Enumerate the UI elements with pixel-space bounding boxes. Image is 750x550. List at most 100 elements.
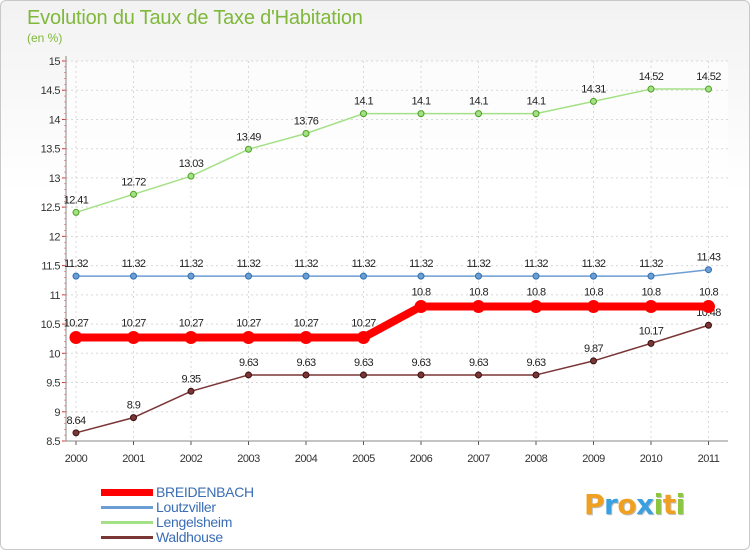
data-point (472, 300, 485, 314)
data-label: 14.31 (581, 83, 606, 95)
data-label: 11.32 (179, 258, 203, 270)
legend-item: Lengelsheim (101, 514, 301, 530)
data-point (127, 331, 140, 345)
data-label: 14.1 (354, 96, 373, 108)
data-label: 14.52 (696, 71, 721, 83)
data-point (414, 300, 428, 314)
data-point (417, 371, 425, 379)
data-label: 9.63 (296, 357, 315, 369)
legend-swatch (101, 506, 153, 509)
series-line (75, 88, 710, 214)
series-lengelsheim: 12.41 12.72 13.03 13.49 13.76 14.1 14.1 14.1 14.… (64, 71, 722, 216)
data-label: 11.43 (697, 252, 721, 264)
legend-label: Lengelsheim (156, 514, 233, 530)
data-point (299, 331, 313, 345)
data-label: 11.32 (352, 258, 376, 270)
x-tick-label: 2009 (582, 453, 605, 465)
series-loutzviller: 11.32 11.32 11.32 11.32 11.32 11.32 11.32 11.32… (64, 252, 721, 280)
data-point (417, 272, 425, 280)
data-point (130, 414, 137, 422)
data-point (590, 97, 597, 105)
logo-letter: t (662, 488, 676, 521)
logo-letter: i (675, 488, 686, 521)
x-tick-label: 2005 (352, 453, 375, 465)
legend-swatch (101, 489, 153, 496)
data-point (532, 272, 540, 280)
data-label: 10.27 (351, 318, 376, 330)
data-label: 11.32 (409, 258, 433, 270)
x-tick-label: 2003 (237, 453, 260, 465)
legend-label: Loutzviller (156, 499, 216, 515)
data-label: 14.1 (411, 96, 430, 108)
logo-letter: o (617, 488, 637, 521)
data-point (475, 272, 482, 280)
data-label: 11.32 (64, 258, 88, 270)
data-point (184, 331, 198, 345)
data-point (532, 371, 540, 379)
logo-letter: i (653, 488, 664, 521)
legend-label: BREIDENBACH (156, 484, 254, 500)
data-point (590, 357, 597, 365)
data-point (302, 129, 310, 137)
data-point (360, 110, 367, 118)
data-point (702, 300, 715, 314)
legend-item: Waldhouse (101, 529, 301, 545)
y-tick-label: 8.5 (46, 436, 60, 448)
data-label: 12.41 (64, 194, 89, 206)
data-point (130, 190, 137, 198)
data-point (647, 339, 655, 347)
data-point (130, 272, 137, 280)
data-label: 9.63 (354, 357, 373, 369)
data-point (475, 110, 482, 118)
data-label: 11.32 (524, 258, 548, 270)
legend-item: BREIDENBACH (101, 484, 301, 500)
chart-title: Evolution du Taux de Taxe d'Habitation (27, 7, 363, 29)
data-point (475, 371, 482, 379)
data-point (587, 300, 600, 314)
data-label: 10.27 (294, 318, 319, 330)
x-tick-label: 2006 (410, 453, 433, 465)
data-label: 11.32 (639, 258, 663, 270)
data-label: 13.03 (179, 158, 204, 170)
data-label: 8.64 (66, 415, 85, 427)
data-label: 10.17 (639, 325, 664, 337)
data-label: 10.27 (121, 318, 146, 330)
proxiti-logo: Proxiti (584, 488, 685, 521)
data-label: 10.8 (526, 287, 545, 299)
x-tick-label: 2001 (122, 453, 145, 465)
data-label: 11.32 (467, 258, 491, 270)
data-label: 9.63 (239, 357, 258, 369)
data-point (529, 300, 543, 314)
series-line (75, 324, 710, 434)
data-label: 10.8 (411, 287, 430, 299)
plot-area (66, 61, 728, 441)
y-tick-label: 10 (49, 348, 61, 360)
data-label: 11.32 (237, 258, 261, 270)
data-point (72, 272, 80, 280)
y-tick-label: 10.5 (41, 319, 61, 331)
y-tick-label: 13.5 (41, 144, 61, 156)
y-tick-label: 9.5 (46, 378, 60, 390)
data-point (417, 110, 425, 118)
data-point (72, 208, 80, 216)
data-point (647, 85, 655, 93)
data-point (187, 272, 195, 280)
data-point (72, 429, 80, 437)
data-point (532, 110, 540, 118)
data-label: 9.87 (584, 343, 603, 355)
data-point (69, 331, 83, 345)
data-point (245, 371, 252, 379)
data-label: 10.27 (236, 318, 261, 330)
y-tick-label: 11 (50, 290, 61, 302)
logo-letter: r (604, 488, 618, 521)
data-label: 8.9 (127, 400, 141, 412)
x-tick-label: 2000 (65, 453, 88, 465)
series-line (75, 268, 710, 277)
logo-letter: P (584, 488, 605, 521)
legend-label: Waldhouse (156, 529, 223, 545)
y-tick-label: 12.5 (41, 202, 61, 214)
data-label: 10.8 (641, 287, 660, 299)
y-tick-label: 14.5 (41, 85, 61, 97)
data-label: 9.63 (411, 357, 430, 369)
